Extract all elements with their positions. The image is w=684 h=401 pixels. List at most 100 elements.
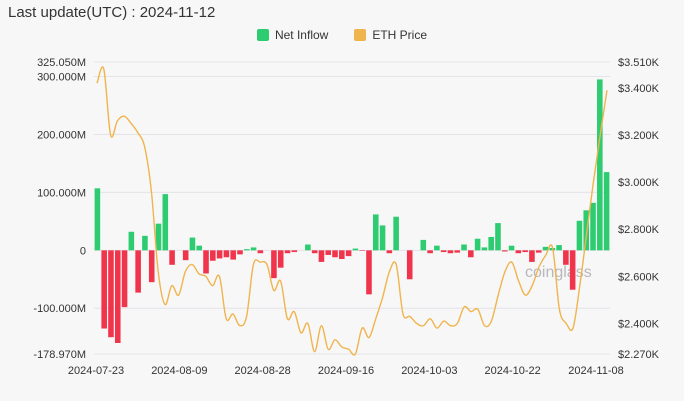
net-inflow-bar bbox=[339, 250, 345, 260]
net-inflow-bar bbox=[223, 250, 230, 258]
net-inflow-bar bbox=[590, 202, 596, 251]
net-inflow-bar bbox=[427, 250, 433, 254]
net-inflow-bar bbox=[372, 214, 379, 251]
net-inflow-bar bbox=[108, 250, 114, 338]
legend-label-eth-price: ETH Price bbox=[372, 28, 428, 42]
x-tick-label: 2024-08-28 bbox=[235, 365, 291, 377]
y-right-tick-label: $3.400K bbox=[618, 83, 660, 95]
net-inflow-bar bbox=[291, 250, 298, 253]
legend-item-net-inflow[interactable]: Net Inflow bbox=[256, 28, 329, 42]
y-right-tick-label: $3.510K bbox=[618, 57, 660, 69]
net-inflow-bar bbox=[529, 250, 535, 262]
net-inflow-bar bbox=[182, 250, 189, 261]
net-inflow-bar bbox=[501, 250, 508, 252]
net-inflow-bar bbox=[522, 250, 528, 253]
x-tick-label: 2024-09-16 bbox=[318, 365, 374, 377]
net-inflow-bar bbox=[359, 250, 365, 251]
net-inflow-bar bbox=[386, 250, 393, 254]
net-inflow-bar bbox=[597, 79, 603, 251]
y-right-tick-label: $2.800K bbox=[618, 224, 660, 236]
net-inflow-bar bbox=[434, 245, 440, 251]
net-inflow-bar bbox=[277, 250, 284, 268]
net-inflow-bar bbox=[210, 250, 216, 261]
y-right-tick-label: $3.000K bbox=[618, 177, 660, 189]
net-inflow-bar bbox=[569, 250, 576, 290]
net-inflow-bar bbox=[535, 250, 542, 253]
net-inflow-bar bbox=[352, 248, 359, 251]
net-inflow-bar bbox=[216, 250, 223, 259]
net-inflow-bar bbox=[155, 223, 162, 251]
y-right-tick-label: $3.200K bbox=[618, 130, 660, 142]
net-inflow-bar bbox=[481, 247, 488, 251]
net-inflow-bar bbox=[243, 249, 250, 251]
net-inflow-bar bbox=[121, 250, 128, 308]
net-inflow-bar bbox=[508, 245, 515, 251]
net-inflow-bar bbox=[257, 250, 264, 254]
net-inflow-bar bbox=[406, 250, 413, 280]
y-left-tick-label: 300.000M bbox=[37, 72, 86, 84]
x-tick-label: 2024-10-22 bbox=[485, 365, 541, 377]
net-inflow-bar bbox=[114, 250, 121, 344]
net-inflow-bar bbox=[305, 244, 311, 251]
legend: Net Inflow ETH Price bbox=[0, 28, 684, 42]
net-inflow-bar bbox=[454, 250, 461, 253]
net-inflow-bar bbox=[556, 245, 562, 251]
net-inflow-bar bbox=[583, 210, 590, 251]
x-tick-label: 2024-08-09 bbox=[151, 365, 207, 377]
net-inflow-bar bbox=[318, 250, 325, 262]
net-inflow-bar bbox=[332, 250, 338, 258]
y-left-tick-label: 100.000M bbox=[37, 187, 86, 199]
net-inflow-bar bbox=[379, 225, 386, 251]
net-inflow-bar bbox=[345, 250, 352, 257]
net-inflow-bar bbox=[488, 236, 494, 251]
net-inflow-bar bbox=[393, 216, 399, 251]
net-inflow-bar bbox=[142, 235, 148, 251]
net-inflow-bar bbox=[461, 244, 467, 251]
y-left-tick-label: -100.000M bbox=[33, 303, 86, 315]
net-inflow-bar bbox=[250, 247, 257, 251]
net-inflow-bar bbox=[325, 250, 332, 255]
y-right-tick-label: $2.270K bbox=[618, 349, 660, 361]
net-inflow-bar bbox=[135, 250, 141, 293]
net-inflow-bar bbox=[495, 223, 501, 251]
net-inflow-bar bbox=[468, 250, 474, 258]
net-inflow-swatch bbox=[256, 29, 269, 41]
y-right-tick-label: $2.400K bbox=[618, 318, 660, 330]
x-tick-label: 2024-07-23 bbox=[68, 365, 124, 377]
net-inflow-bar bbox=[542, 246, 549, 251]
net-inflow-bar bbox=[563, 250, 569, 265]
net-inflow-bar bbox=[148, 250, 155, 283]
eth-price-line bbox=[96, 66, 608, 356]
y-left-tick-label: 325.050M bbox=[37, 57, 86, 69]
net-inflow-bar bbox=[366, 250, 372, 295]
net-inflow-bar bbox=[230, 250, 236, 260]
net-inflow-bar bbox=[203, 250, 209, 274]
y-right-tick-label: $2.600K bbox=[618, 271, 660, 283]
net-inflow-bar bbox=[440, 250, 447, 253]
net-inflow-bar bbox=[101, 250, 107, 329]
chart-title: Last update(UTC) : 2024-11-12 bbox=[8, 4, 216, 21]
net-inflow-bar bbox=[576, 220, 583, 251]
net-inflow-bar bbox=[603, 172, 610, 251]
y-left-tick-label: 200.000M bbox=[37, 129, 86, 141]
y-left-tick-label: 0 bbox=[80, 245, 86, 257]
legend-item-eth-price[interactable]: ETH Price bbox=[354, 28, 427, 42]
net-inflow-bar bbox=[447, 250, 454, 254]
x-tick-label: 2024-10-03 bbox=[401, 365, 457, 377]
legend-label-net-inflow: Net Inflow bbox=[274, 28, 329, 42]
net-inflow-bar bbox=[196, 245, 203, 251]
net-inflow-bar bbox=[311, 250, 318, 254]
y-left-tick-label: -178.970M bbox=[33, 349, 86, 361]
x-tick-label: 2024-11-08 bbox=[568, 365, 623, 377]
net-inflow-bar bbox=[474, 238, 481, 251]
net-inflow-bar bbox=[94, 188, 101, 251]
net-inflow-bar bbox=[284, 250, 291, 254]
net-inflow-bar bbox=[420, 239, 427, 251]
net-inflow-bar bbox=[237, 250, 243, 255]
net-inflow-bar bbox=[271, 250, 277, 279]
net-inflow-bar bbox=[189, 237, 196, 251]
eth-price-swatch bbox=[354, 29, 367, 41]
net-inflow-bar bbox=[162, 194, 169, 251]
net-inflow-bar bbox=[128, 231, 135, 251]
